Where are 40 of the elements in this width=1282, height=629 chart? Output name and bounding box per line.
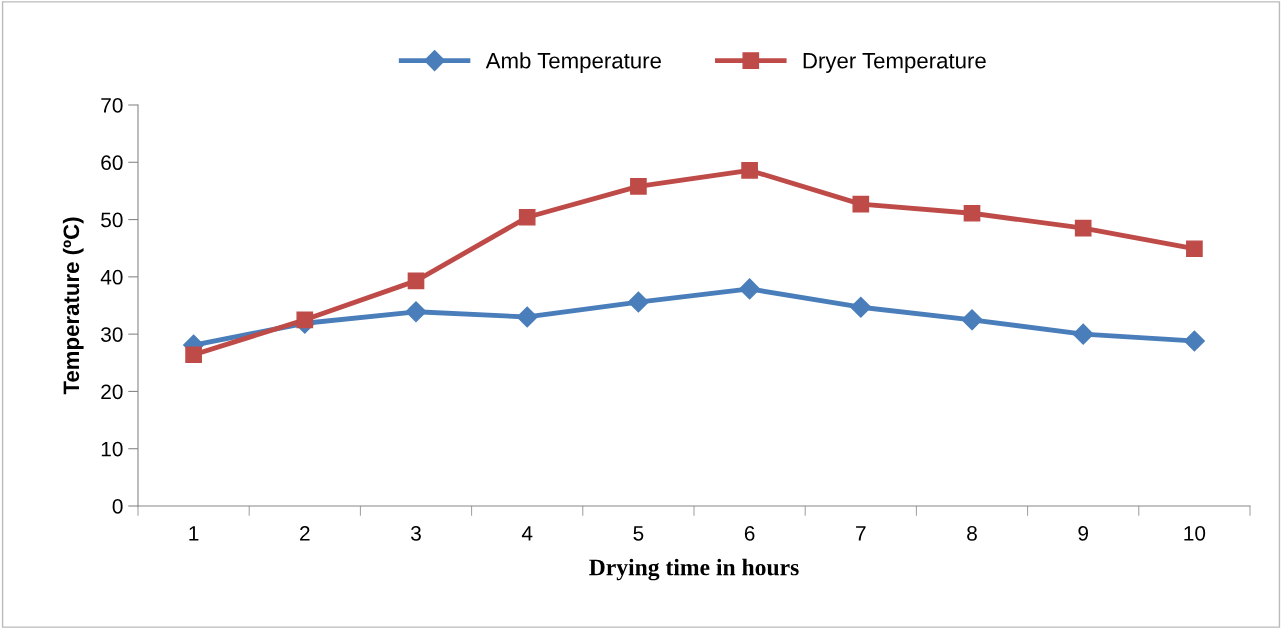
y-tick-label: 10 [101, 441, 123, 457]
y-tick-label: 0 [112, 499, 123, 514]
x-tick-label: 7 [856, 526, 866, 541]
y-tick-label: 40 [100, 269, 123, 285]
x-axis-title: Drying time in hours [589, 558, 799, 581]
legend-label: Amb Temperature [485, 52, 661, 73]
point [407, 272, 425, 290]
point [630, 178, 647, 195]
y-tick-label: 20 [101, 384, 123, 400]
y-axis-title: Temperature (ºC) [62, 217, 84, 395]
y-tick-label: 60 [101, 155, 123, 171]
x-tick-label: 9 [1078, 525, 1089, 541]
y-tick-label: 50 [101, 212, 123, 228]
point [1186, 240, 1203, 258]
point [1074, 219, 1092, 237]
point [405, 301, 427, 323]
point [518, 208, 536, 226]
legend-label: Dryer Temperature [803, 53, 986, 73]
point [963, 204, 981, 222]
point [185, 346, 202, 364]
x-tick-label: 3 [411, 525, 421, 541]
x-tick-label: 1 [189, 526, 199, 541]
point [852, 195, 870, 213]
x-tick-label: 6 [744, 525, 755, 541]
point [296, 311, 314, 329]
y-tick-label: 30 [101, 327, 123, 342]
point [850, 296, 872, 318]
point [516, 306, 538, 328]
point [739, 278, 761, 300]
point [1072, 323, 1094, 345]
x-tick-label: 4 [521, 526, 533, 541]
x-tick-label: 2 [300, 525, 310, 541]
x-tick-label: 5 [633, 526, 644, 541]
point [961, 309, 983, 331]
point [741, 161, 758, 179]
point [1183, 330, 1205, 352]
y-tick-label: 70 [101, 98, 123, 113]
x-tick-label: 8 [967, 525, 977, 541]
point [627, 291, 649, 313]
x-tick-label: 10 [1184, 525, 1206, 541]
